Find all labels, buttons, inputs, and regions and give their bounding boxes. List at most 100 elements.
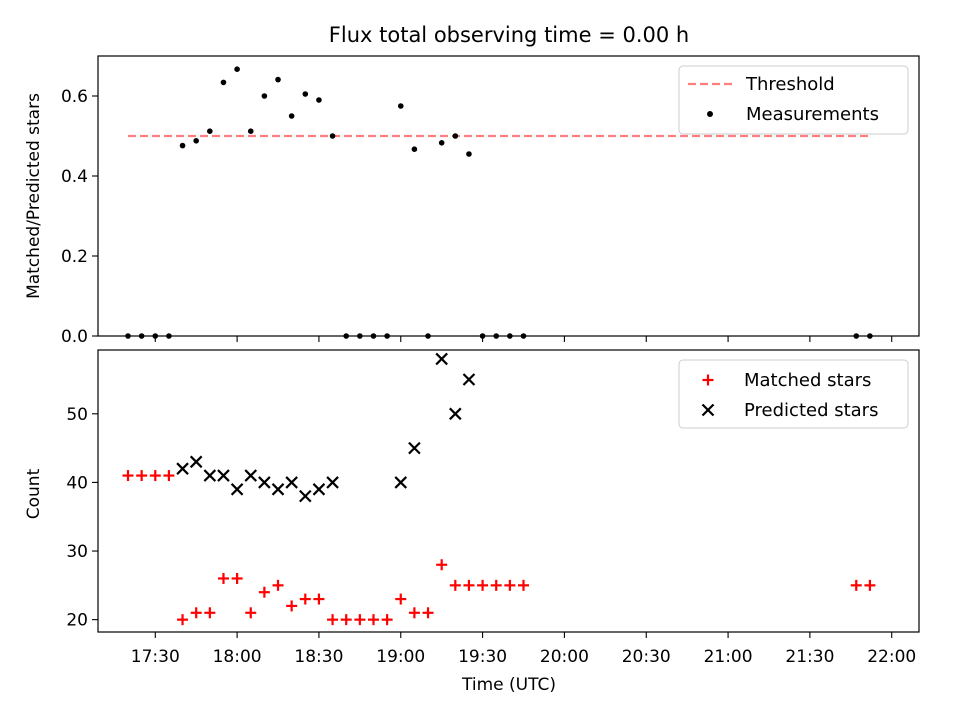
bottom-y-tick-label: 20 xyxy=(66,611,88,631)
bottom-y-tick-label: 50 xyxy=(66,405,88,425)
measurement-point xyxy=(207,128,213,134)
top-y-axis: 0.0 0.2 0.4 0.6 xyxy=(61,87,98,347)
matched-star-point xyxy=(381,614,393,626)
measurement-point xyxy=(220,79,227,86)
x-tick-label: 21:30 xyxy=(785,647,834,667)
predicted-star-point xyxy=(462,373,476,386)
legend-predicted-swatch xyxy=(701,403,715,417)
bottom-y-axis-label: Count xyxy=(24,468,44,519)
measurement-point xyxy=(275,76,281,83)
matched-star-point xyxy=(864,579,876,591)
measurement-point xyxy=(193,138,199,144)
measurement-point xyxy=(329,133,336,139)
top-legend-frame xyxy=(678,65,909,135)
matched-star-point xyxy=(354,614,366,626)
predicted-star-point xyxy=(435,352,448,366)
measurement-point xyxy=(466,151,472,157)
matched-star-point xyxy=(850,579,862,591)
x-tick-label: 21:00 xyxy=(704,647,753,667)
matched-star-point xyxy=(177,614,189,626)
bottom-y-tick-label: 40 xyxy=(66,473,88,493)
x-axis-label: Time (UTC) xyxy=(461,675,556,695)
x-tick-label: 19:30 xyxy=(458,647,507,667)
predicted-star-point xyxy=(230,483,244,496)
measurement-point xyxy=(261,93,268,99)
x-tick-label: 20:30 xyxy=(622,647,671,667)
legend-predicted-label: Predicted stars xyxy=(744,400,878,421)
predicted-star-point xyxy=(326,476,339,489)
predicted-star-point xyxy=(312,483,326,496)
legend-plus-mark xyxy=(702,374,714,386)
matched-star-point xyxy=(313,593,325,605)
matched-star-point xyxy=(504,579,516,591)
matched-star-point xyxy=(299,593,311,605)
predicted-star-point xyxy=(203,469,217,482)
x-tick-label: 22:00 xyxy=(867,647,916,667)
predicted-star-point xyxy=(271,483,285,496)
top-y-tick-label: 0.4 xyxy=(61,167,88,187)
bottom-x-axis: 17:30 18:00 18:30 19:00 19:30 20:00 20:30 21:00… xyxy=(131,632,916,667)
matched-star-point xyxy=(217,572,229,584)
matched-star-point xyxy=(490,579,502,591)
predicted-star-point xyxy=(217,469,230,482)
top-y-tick-label: 0.6 xyxy=(61,87,88,107)
matched-star-point xyxy=(136,470,148,482)
top-y-axis-label: Matched/Predicted stars xyxy=(24,93,44,299)
measurement-point xyxy=(302,91,309,97)
x-tick-label: 20:00 xyxy=(540,647,589,667)
x-tick-label: 18:00 xyxy=(213,647,262,667)
top-y-tick-label: 0.0 xyxy=(61,327,88,347)
bottom-y-axis: 20 30 40 50 xyxy=(66,405,98,631)
legend-x-mark xyxy=(701,403,715,417)
measurement-point xyxy=(411,146,418,152)
matched-star-point xyxy=(436,559,448,571)
predicted-star-point xyxy=(176,462,189,475)
matched-star-point xyxy=(245,607,257,619)
matched-star-point xyxy=(163,470,175,482)
bottom-legend: Matched stars Predicted stars xyxy=(678,359,909,429)
matched-star-point xyxy=(395,593,407,605)
x-tick-label: 18:30 xyxy=(294,647,343,667)
bottom-y-tick-label: 30 xyxy=(66,542,88,562)
matched-star-point xyxy=(122,470,134,482)
x-tick-label: 17:30 xyxy=(131,647,180,667)
measurement-point xyxy=(452,133,459,139)
top-legend: Threshold Measurements xyxy=(678,65,909,135)
predicted-star-point xyxy=(408,441,421,455)
legend-measurements-label: Measurements xyxy=(746,104,879,125)
top-marks xyxy=(125,66,873,339)
matched-star-point xyxy=(149,470,161,482)
predicted-star-point xyxy=(394,476,408,489)
matched-star-point xyxy=(477,579,489,591)
bottom-panel: 20 30 40 50 17:30 18:00 18:30 19:00 19:30 20:00 2… xyxy=(24,349,920,695)
top-y-tick-label: 0.2 xyxy=(61,247,88,267)
bottom-marks xyxy=(122,352,876,626)
bottom-legend-frame xyxy=(678,359,909,429)
measurement-point xyxy=(288,113,295,119)
matched-star-point xyxy=(518,579,530,591)
legend-threshold-label: Threshold xyxy=(745,74,835,95)
top-panel: 0.0 0.2 0.4 0.6 Matched/Predicted stars Thr… xyxy=(24,55,920,347)
predicted-star-point xyxy=(258,476,271,489)
matched-star-point xyxy=(258,586,270,598)
measurement-point xyxy=(234,66,240,72)
measurement-point xyxy=(438,140,445,146)
measurement-point xyxy=(247,128,254,134)
matched-star-point xyxy=(204,607,216,619)
measurement-point xyxy=(179,142,186,149)
matched-star-point xyxy=(231,572,243,584)
matched-star-point xyxy=(286,600,298,612)
predicted-star-point xyxy=(299,489,312,503)
legend-matched-swatch xyxy=(702,374,714,386)
predicted-star-point xyxy=(189,455,203,469)
predicted-star-point xyxy=(285,476,298,489)
legend-matched-label: Matched stars xyxy=(744,370,871,391)
chart-title: Flux total observing time = 0.00 h xyxy=(329,23,689,47)
matched-star-point xyxy=(272,579,284,591)
matched-star-point xyxy=(463,579,475,591)
matched-star-point xyxy=(327,614,339,626)
matched-star-point xyxy=(422,607,434,619)
matched-star-point xyxy=(408,607,420,619)
top-axes-frame xyxy=(97,55,920,337)
top-x-ticks xyxy=(154,336,893,342)
